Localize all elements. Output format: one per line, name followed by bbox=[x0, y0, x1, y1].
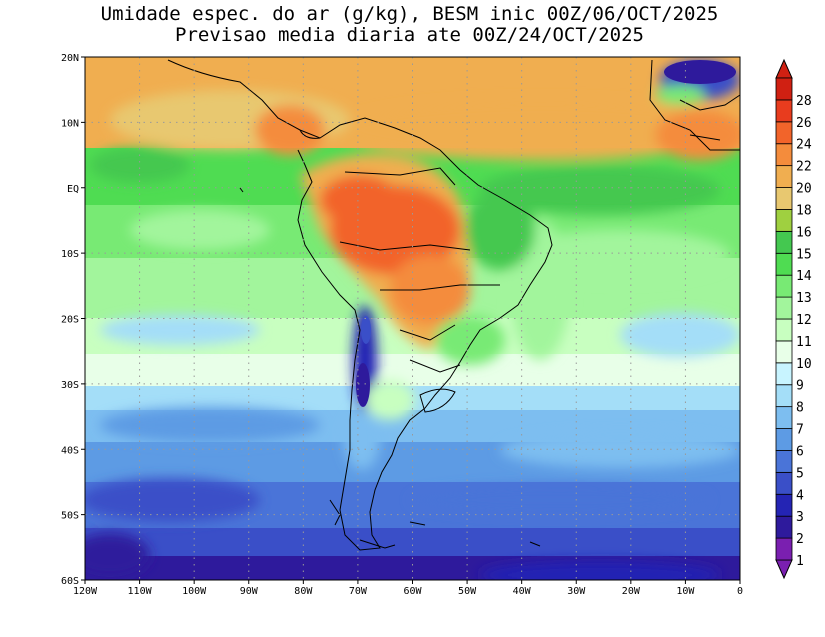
colorbar-segment bbox=[775, 209, 793, 232]
colorbar-label: 22 bbox=[796, 160, 812, 175]
lon-tick-label: 70W bbox=[349, 586, 368, 597]
colorbar-label: 14 bbox=[796, 269, 812, 284]
colorbar-segment bbox=[775, 165, 793, 188]
colorbar-label: 4 bbox=[796, 488, 804, 503]
colorbar-label: 24 bbox=[796, 138, 812, 153]
lat-tick-label: 30S bbox=[61, 380, 79, 391]
colorbar-segment bbox=[775, 471, 793, 495]
colorbar-label: 10 bbox=[796, 357, 812, 372]
colorbar-segment bbox=[775, 296, 793, 320]
chart-title-line2: Previsao media diaria ate 00Z/24/OCT/202… bbox=[175, 24, 644, 46]
gridlines bbox=[85, 57, 740, 580]
lon-tick-label: 90W bbox=[240, 586, 259, 597]
colorbar-segment bbox=[775, 318, 793, 342]
humidity-field bbox=[85, 57, 740, 580]
lon-tick-label: 50W bbox=[458, 586, 477, 597]
colorbar-label: 9 bbox=[796, 379, 804, 394]
colorbar-segment bbox=[775, 537, 793, 561]
colorbar-under-triangle bbox=[775, 559, 793, 580]
colorbar-label: 16 bbox=[796, 225, 812, 240]
colorbar-segment bbox=[775, 406, 793, 429]
colorbar-label: 12 bbox=[796, 313, 812, 328]
colorbar-label: 15 bbox=[796, 247, 812, 262]
lat-tick-label: 10S bbox=[61, 249, 79, 260]
colorbar-segment bbox=[775, 121, 793, 145]
lon-tick-label: 80W bbox=[294, 586, 313, 597]
lat-tick-label: 20N bbox=[61, 53, 79, 64]
lon-tick-label: 60W bbox=[403, 586, 422, 597]
colorbar-label: 18 bbox=[796, 203, 812, 218]
lon-tick-label: 10W bbox=[676, 586, 695, 597]
colorbar-segment bbox=[775, 493, 793, 517]
colorbar-label: 7 bbox=[796, 423, 804, 438]
colorbar-label: 28 bbox=[796, 94, 812, 109]
colorbar-label: 5 bbox=[796, 466, 804, 481]
colorbar-segment bbox=[775, 274, 793, 298]
colorbar-segment bbox=[775, 340, 793, 364]
lat-tick-label: 10N bbox=[61, 118, 79, 129]
colorbar-segment bbox=[775, 428, 793, 451]
colorbar-label: 3 bbox=[796, 510, 804, 525]
colorbar-segment bbox=[775, 515, 793, 539]
colorbar-segment bbox=[775, 252, 793, 276]
lon-tick-label: 100W bbox=[182, 586, 207, 597]
lon-tick-label: 30W bbox=[567, 586, 586, 597]
lon-tick-label: 0 bbox=[737, 586, 743, 597]
lat-tick-label: 40S bbox=[61, 445, 79, 456]
lat-tick-label: 50S bbox=[61, 511, 79, 522]
lon-tick-label: 40W bbox=[513, 586, 532, 597]
colorbar-segment bbox=[775, 362, 793, 386]
colorbar-segment bbox=[775, 99, 793, 123]
colorbar-segment bbox=[775, 143, 793, 167]
colorbar-over-triangle bbox=[775, 58, 793, 79]
lat-tick-label: EQ bbox=[67, 184, 79, 195]
lon-tick-label: 110W bbox=[128, 586, 153, 597]
colorbar-label: 20 bbox=[796, 182, 812, 197]
lat-tick-label: 60S bbox=[61, 576, 79, 587]
lat-tick-label: 20S bbox=[61, 315, 79, 326]
lon-tick-label: 120W bbox=[73, 586, 98, 597]
colorbar-label: 2 bbox=[796, 532, 804, 547]
colorbar-segment bbox=[775, 450, 793, 473]
colorbar-segment bbox=[775, 384, 793, 408]
colorbar-label: 6 bbox=[796, 444, 804, 459]
colorbar-label: 1 bbox=[796, 554, 804, 569]
colorbar-label: 8 bbox=[796, 401, 804, 416]
coastlines bbox=[167, 59, 741, 551]
colorbar-segment bbox=[775, 77, 793, 101]
longitude-labels: 120W 110W 100W 90W 80W 70W 60W 50W 40W 30W 20W 10W 0 bbox=[73, 580, 743, 597]
colorbar-segment bbox=[775, 230, 793, 254]
lon-tick-label: 20W bbox=[622, 586, 641, 597]
colorbar-label: 11 bbox=[796, 335, 812, 350]
latitude-labels: 20N 10N EQ 10S 20S 30S 40S 50S 60S bbox=[61, 53, 85, 587]
colorbar-label: 26 bbox=[796, 116, 812, 131]
colorbar-label: 13 bbox=[796, 291, 812, 306]
colorbar-segment bbox=[775, 187, 793, 210]
chart-title-line1: Umidade espec. do ar (g/kg), BESM inic 0… bbox=[100, 3, 719, 25]
